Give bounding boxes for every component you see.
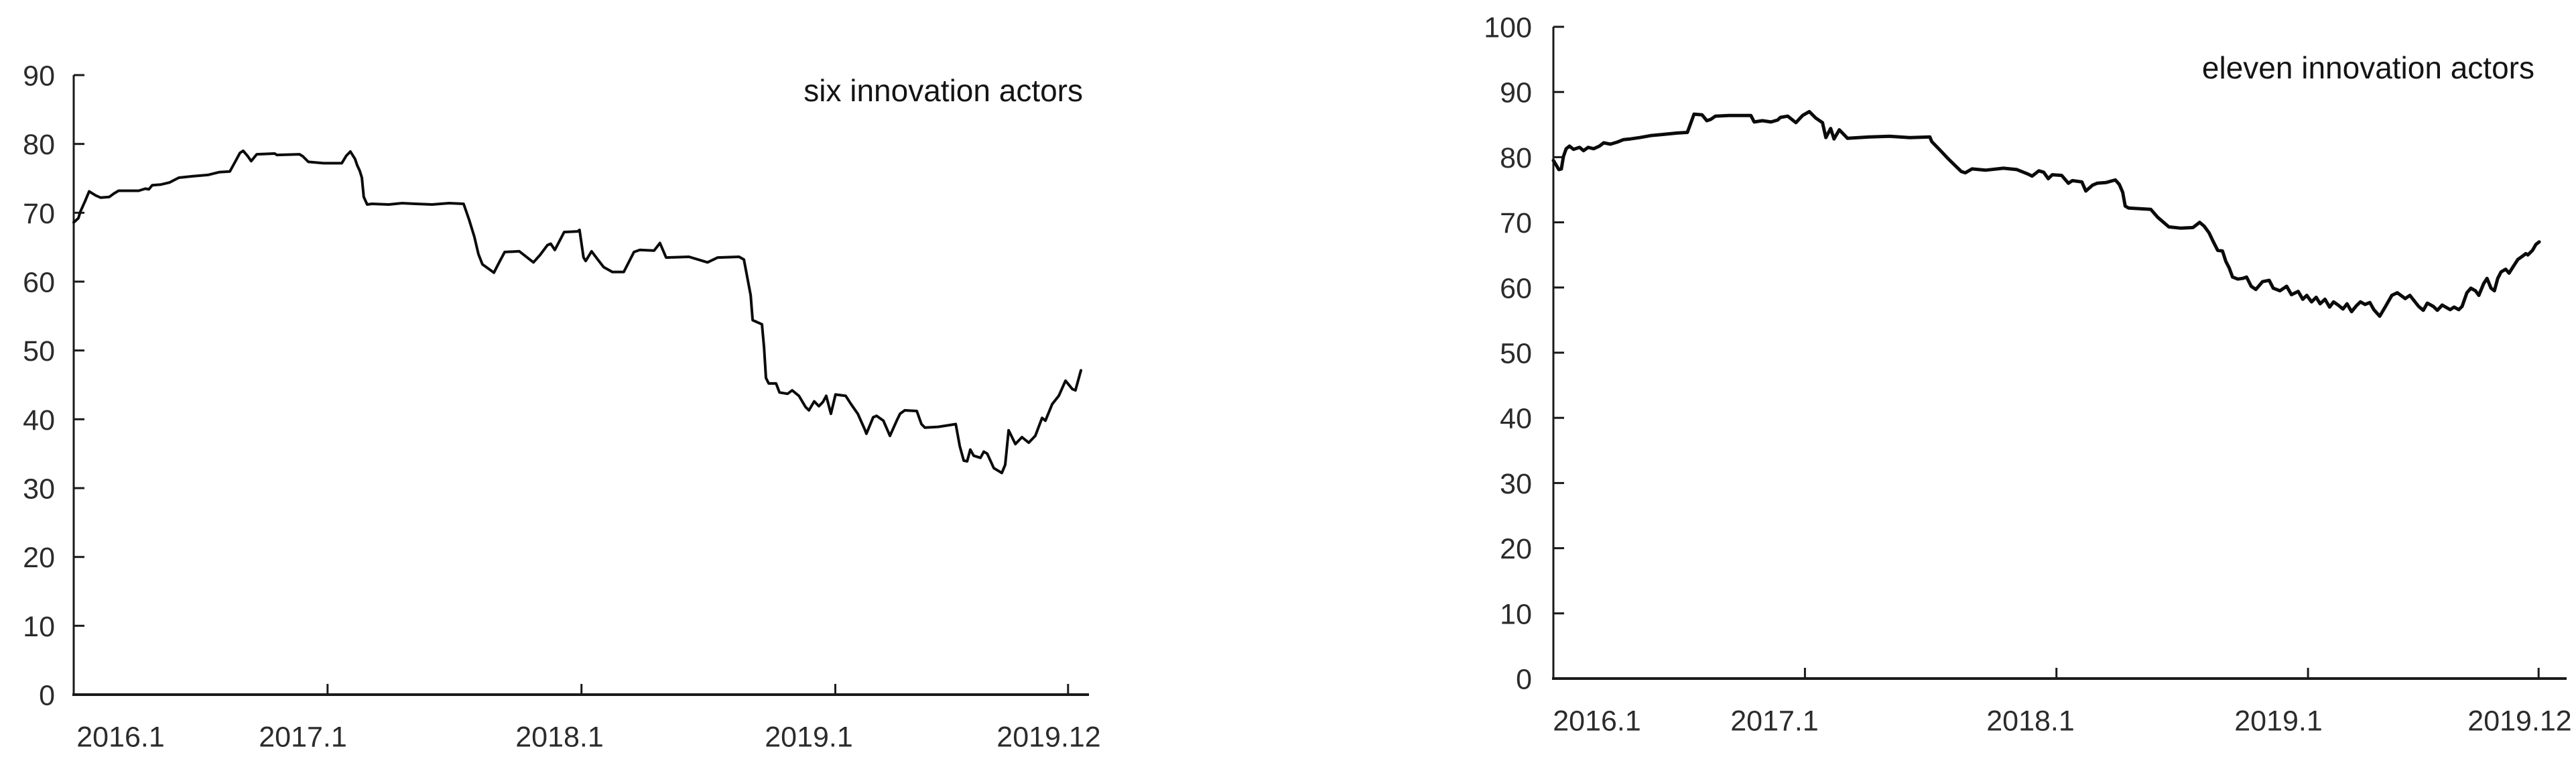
y-tick-label: 10 xyxy=(23,611,55,643)
y-tick-label: 90 xyxy=(1500,77,1532,109)
y-tick-label: 20 xyxy=(23,542,55,574)
y-tick-label: 30 xyxy=(1500,468,1532,500)
y-tick-label: 40 xyxy=(23,404,55,436)
chart-title-six-innovation-actors: six innovation actors xyxy=(803,73,1083,108)
y-tick-label: 60 xyxy=(23,266,55,298)
y-tick-label: 60 xyxy=(1500,272,1532,304)
y-tick-label: 100 xyxy=(1484,11,1532,44)
series-line xyxy=(72,149,1082,475)
y-tick-label: 0 xyxy=(1516,663,1532,695)
y-tick-label: 70 xyxy=(23,198,55,230)
y-tick-label: 40 xyxy=(1500,403,1532,435)
x-tick-label: 2019.12 xyxy=(996,721,1100,753)
y-tick-label: 10 xyxy=(1500,598,1532,630)
y-tick-label: 50 xyxy=(1500,337,1532,369)
chart-eleven-innovation-actors: 0 10 20 30 40 50 60 70 80 90 100 2016.1 2017.1 2018.1… xyxy=(1484,11,2571,737)
x-tick-label: 2019.12 xyxy=(2467,705,2571,737)
y-tick-label: 30 xyxy=(23,473,55,505)
y-tick-label: 0 xyxy=(39,679,55,711)
x-tick-label: 2017.1 xyxy=(259,721,347,753)
x-tick-label: 2017.1 xyxy=(1730,705,1819,737)
series-line xyxy=(1551,109,2541,318)
chart-six-innovation-actors: 0 10 20 30 40 50 60 70 80 90 2016.1 2017.1 2018.1 201… xyxy=(23,60,1101,753)
y-tick-label: 80 xyxy=(1500,142,1532,174)
y-tick-label: 70 xyxy=(1500,207,1532,239)
chart-title-eleven-innovation-actors: eleven innovation actors xyxy=(2201,50,2534,85)
y-tick-label: 50 xyxy=(23,335,55,367)
x-tick-label: 2016.1 xyxy=(76,721,165,753)
y-tick-label: 20 xyxy=(1500,533,1532,565)
x-tick-label: 2018.1 xyxy=(1986,705,2075,737)
y-tick-label: 90 xyxy=(23,60,55,92)
x-tick-label: 2019.1 xyxy=(765,721,853,753)
x-tick-label: 2016.1 xyxy=(1553,705,1641,737)
y-tick-label: 80 xyxy=(23,129,55,161)
x-tick-label: 2018.1 xyxy=(515,721,604,753)
x-tick-label: 2019.1 xyxy=(2234,705,2323,737)
